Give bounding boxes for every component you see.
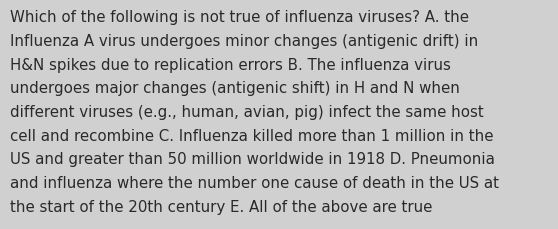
Text: the start of the 20th century E. All of the above are true: the start of the 20th century E. All of …: [10, 199, 432, 214]
Text: H&N spikes due to replication errors B. The influenza virus: H&N spikes due to replication errors B. …: [10, 57, 451, 72]
Text: Influenza A virus undergoes minor changes (antigenic drift) in: Influenza A virus undergoes minor change…: [10, 34, 478, 49]
Text: and influenza where the number one cause of death in the US at: and influenza where the number one cause…: [10, 175, 499, 190]
Text: US and greater than 50 million worldwide in 1918 D. Pneumonia: US and greater than 50 million worldwide…: [10, 152, 495, 167]
Text: different viruses (e.g., human, avian, pig) infect the same host: different viruses (e.g., human, avian, p…: [10, 105, 484, 120]
Text: Which of the following is not true of influenza viruses? A. the: Which of the following is not true of in…: [10, 10, 469, 25]
Text: cell and recombine C. Influenza killed more than 1 million in the: cell and recombine C. Influenza killed m…: [10, 128, 493, 143]
Text: undergoes major changes (antigenic shift) in H and N when: undergoes major changes (antigenic shift…: [10, 81, 460, 96]
